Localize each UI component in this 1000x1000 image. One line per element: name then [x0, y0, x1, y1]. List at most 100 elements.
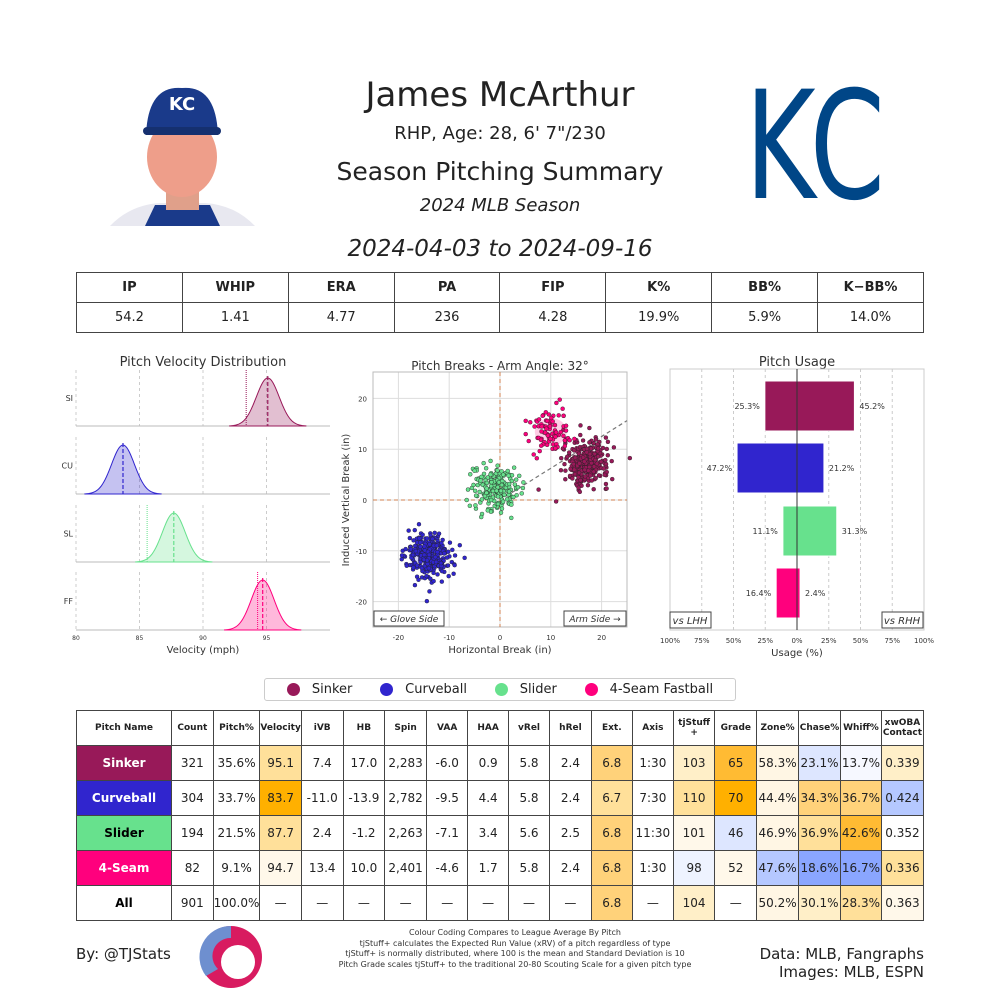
pitch-point-sinker [582, 474, 588, 479]
pitch-row-label: CU [62, 462, 74, 471]
curveball-dot-icon [380, 683, 394, 696]
table-cell: 6.8 [590, 885, 633, 921]
table-cell: 21.5% [212, 815, 261, 851]
pitch-point-curveball [404, 563, 409, 568]
pitch-point-slider [498, 488, 504, 494]
pitch-point-slider [506, 489, 512, 494]
table-cell: -11.0 [300, 780, 344, 816]
pitch-point-curveball [419, 565, 425, 571]
usage-label-lhh: 25.3% [734, 402, 760, 411]
table-cell: 100.0% [212, 885, 261, 921]
y-tick-label: 10 [358, 446, 367, 454]
pitch-point-slider [471, 482, 476, 488]
pitch-name-cell: 4-Seam [75, 850, 173, 886]
pitch-point-sinker [603, 461, 609, 467]
pitch-name-cell: Sinker [75, 745, 173, 781]
pitch-name-cell: Slider [75, 815, 173, 851]
y-tick-label: 20 [358, 395, 367, 403]
slider-dot-icon [494, 683, 508, 696]
table-cell: 1:30 [631, 745, 674, 781]
pitch-point-4-seam-fastball [544, 442, 550, 448]
pitch-point-slider [495, 463, 500, 468]
stat-header: FIP [499, 272, 607, 303]
x-tick-label: -10 [443, 634, 454, 642]
table-cell: -13.9 [342, 780, 386, 816]
pitch-point-4-seam-fastball [552, 422, 558, 428]
pitch-point-slider [511, 465, 517, 470]
pitch-point-sinker [600, 445, 606, 451]
x-tick-label: 95 [263, 635, 271, 642]
table-cell: 1:30 [631, 850, 674, 886]
pitch-point-curveball [444, 555, 450, 560]
pitch-point-4-seam-fastball [536, 417, 542, 422]
pitch-point-slider [473, 503, 478, 508]
pitch-point-4-seam-fastball [563, 423, 569, 428]
pitch-point-slider [495, 468, 500, 473]
pitch-point-slider [494, 488, 499, 493]
column-header: Pitch Name [75, 710, 173, 746]
legend-label: Sinker [311, 682, 353, 697]
pitch-point-curveball [446, 573, 451, 579]
pitch-point-curveball [399, 557, 404, 562]
x-tick-label: 25% [757, 637, 773, 645]
table-cell: 1.7 [467, 850, 509, 886]
table-cell: 42.6% [839, 815, 882, 851]
table-cell: 6.7 [590, 780, 633, 816]
lhh-label: vs LHH [673, 616, 708, 627]
usage-label-lhh: 11.1% [752, 527, 778, 536]
y-axis-label: Induced Vertical Break (in) [341, 434, 352, 567]
pitch-point-sinker [596, 473, 602, 478]
table-cell: 50.2% [756, 885, 800, 921]
pitch-point-sinker [603, 457, 608, 463]
stat-header: K−BB% [817, 272, 924, 303]
pitch-point-4-seam-fastball [548, 436, 553, 442]
pitch-point-sinker [584, 446, 590, 452]
usage-bar-sinker [764, 380, 855, 432]
usage-label-lhh: 47.2% [707, 464, 733, 473]
table-cell: 7:30 [631, 780, 674, 816]
pitch-point-curveball [422, 544, 427, 549]
stat-value: 19.9% [605, 302, 713, 333]
pitch-point-curveball [413, 548, 419, 554]
pitch-point-curveball [421, 557, 427, 562]
charts-area: Pitch Velocity Distribution SI CU SL FF 80 85 9… [62, 355, 935, 659]
stat-value: 4.77 [287, 302, 395, 333]
table-cell: 321 [171, 745, 214, 781]
pitch-row-label: SL [63, 530, 73, 539]
table-cell: 47.6% [756, 850, 800, 886]
pitch-point-curveball [430, 536, 435, 542]
pitch-point-curveball [418, 544, 423, 550]
x-tick-label: 100% [914, 637, 934, 645]
pitch-point-curveball [420, 532, 425, 537]
pitch-point-sinker [565, 454, 570, 459]
table-cell: 2,401 [384, 850, 427, 886]
table-cell: 901 [171, 885, 214, 921]
pitch-point-4-seam-fastball [553, 446, 558, 451]
table-cell: 2.4 [549, 850, 592, 886]
pitch-point-sinker [580, 438, 586, 443]
pitch-point-slider [465, 487, 471, 492]
table-cell: 83.7 [259, 780, 302, 816]
pitch-point-sinker [589, 460, 594, 466]
pitch-point-curveball [408, 547, 414, 552]
table-cell: — [549, 885, 592, 921]
x-tick-label: 10 [546, 634, 555, 642]
pitch-point-slider [509, 478, 515, 484]
column-header: HAA [467, 710, 509, 746]
pitch-point-slider [485, 508, 490, 513]
x-axis-label: Usage (%) [771, 648, 823, 659]
pitch-point-curveball [411, 565, 416, 570]
pitch-table-header: Pitch Name Count Pitch% Velocity iVB HB Spin VA… [75, 710, 925, 746]
pitch-point-slider [467, 503, 473, 509]
pitch-point-sinker [580, 455, 586, 460]
pitch-point-slider [481, 471, 487, 477]
pitch-point-sinker [563, 477, 568, 482]
stats-header-row: IP WHIP ERA PA FIP K% BB% K−BB% [76, 272, 924, 303]
pitch-point-sinker [595, 446, 601, 451]
y-tick-label: 0 [363, 497, 367, 505]
pitch-point-sinker [605, 453, 611, 458]
rhh-label: vs RHH [884, 616, 921, 627]
pitch-point-4-seam-fastball [544, 426, 549, 431]
pitch-point-curveball [439, 568, 445, 574]
table-cell: 34.3% [798, 780, 841, 816]
